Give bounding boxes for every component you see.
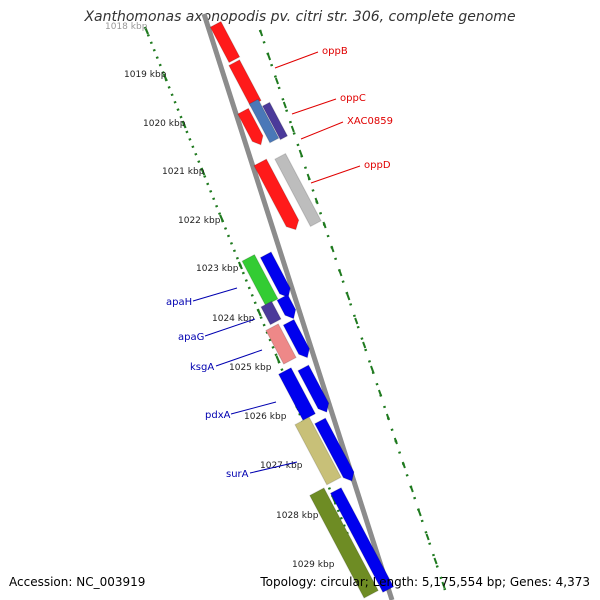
scale-label: 1028 kbp: [276, 511, 319, 521]
gene-blue-6: [329, 487, 395, 593]
gene-apaH: [241, 253, 279, 307]
gene-label: surA: [226, 469, 249, 480]
scale-tick-mark: [290, 125, 295, 133]
gene-leader-line: [291, 98, 337, 115]
gene-label: oppB: [322, 46, 348, 57]
scale-tick-mark: [298, 149, 303, 157]
scale-tick-mark: [393, 437, 398, 445]
scale-label: 1021 kbp: [162, 167, 205, 177]
scale-tick-mark: [274, 77, 279, 85]
scale-tick-mark: [346, 293, 351, 301]
gene-oppB: [228, 59, 262, 107]
scale-tick-mark: [322, 221, 327, 229]
scale-label: 1019 kbp: [124, 70, 167, 80]
scale-tick-mark: [417, 509, 422, 517]
gene-oppC: [248, 98, 280, 144]
scale-tick-mark: [338, 269, 343, 277]
gene-label: apaH: [166, 297, 192, 308]
gene-oppC-red: [237, 107, 264, 146]
scale-tick-mark: [362, 341, 367, 349]
gene-leader-line: [249, 461, 298, 474]
scale-label: 1024 kbp: [212, 314, 255, 324]
gene-label: pdxA: [205, 410, 231, 421]
scale-tick-mark: [143, 26, 150, 35]
scale-tick-mark: [282, 101, 287, 109]
scale-tick-mark: [425, 533, 430, 541]
scale-label: 1020 kbp: [143, 119, 186, 129]
scale-label: 1026 kbp: [244, 412, 287, 422]
scale-tick-mark: [385, 413, 390, 421]
gene-blue-5: [314, 417, 355, 482]
gene-ksgA: [265, 323, 297, 365]
gene-pdxA: [277, 367, 317, 421]
gene-surA: [294, 416, 342, 486]
gene-leader-line: [300, 121, 344, 140]
gene-label: ksgA: [190, 362, 214, 373]
gene-label: oppC: [340, 93, 366, 104]
scale-label: 1023 kbp: [196, 264, 239, 274]
scale-tick-mark: [330, 245, 335, 253]
scale-tick-mark: [306, 173, 311, 181]
gene-leader-line: [230, 401, 277, 415]
scale-tick-mark: [441, 581, 446, 589]
scale-tick-mark: [162, 73, 168, 82]
gene-olive: [309, 487, 379, 599]
gene-oppD: [274, 152, 322, 228]
scale-tick-mark: [314, 197, 319, 205]
gene-label: oppD: [364, 160, 391, 171]
gene-leader-line: [192, 287, 238, 302]
scale-tick-mark: [256, 308, 262, 317]
map-title: Xanthomonas axonopodis pv. citri str. 30…: [84, 9, 516, 25]
gene-oppD-red: [253, 158, 300, 231]
gene-blue-3: [282, 318, 310, 359]
scale-tick-mark: [401, 461, 406, 469]
scale-tick-mark: [237, 261, 243, 270]
gene-leader-line: [310, 165, 361, 184]
gene-opp-red: [209, 20, 241, 64]
scale-tick-mark: [266, 53, 272, 61]
gene-blue-2: [276, 293, 297, 320]
gene-label: XAC0859: [347, 116, 393, 127]
scale-tick-mark: [354, 317, 359, 325]
scale-tick-mark: [275, 355, 281, 364]
gene-label: apaG: [178, 332, 204, 343]
scale-tick-mark: [181, 120, 187, 129]
gene-blue-4: [297, 364, 330, 413]
scale-tick-mark: [200, 167, 206, 176]
scale-label: 1022 kbp: [178, 216, 221, 226]
accession-text: Accession: NC_003919: [9, 575, 146, 589]
scale-tick-mark: [409, 485, 414, 493]
scale-label: 1018 kbp: [105, 22, 148, 32]
gene-leader-line: [215, 349, 263, 367]
scale-tick-mark: [377, 389, 383, 397]
scale-label: 1025 kbp: [229, 363, 272, 373]
scale-tick-mark: [370, 365, 375, 373]
gene-XAC0859: [261, 101, 289, 141]
scale-tick-mark: [259, 29, 264, 37]
gene-blue-1: [259, 251, 291, 298]
scale-tick-mark: [219, 214, 225, 223]
topology-text: Topology: circular; Length: 5,175,554 bp…: [260, 575, 590, 589]
gene-apaG: [260, 300, 282, 326]
genome-backbone: [201, 13, 395, 600]
scale-tick-mark: [433, 557, 438, 565]
gene-leader-line: [274, 51, 319, 69]
scale-label: 1029 kbp: [292, 560, 335, 570]
gene-leader-line: [204, 318, 256, 337]
